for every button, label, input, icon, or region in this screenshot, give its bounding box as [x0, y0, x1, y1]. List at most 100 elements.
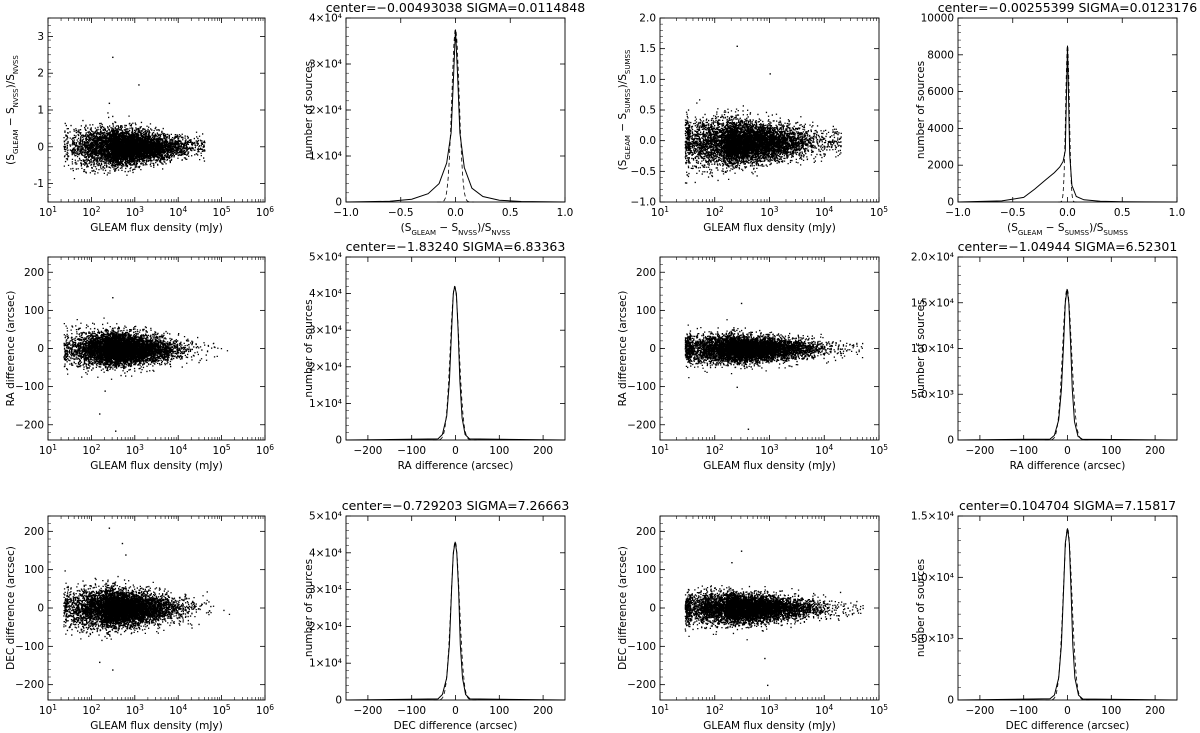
scatter-outlier	[112, 56, 114, 59]
y-tick-label: 3×10⁴	[309, 325, 342, 337]
histogram-curve	[957, 288, 1178, 441]
x-tick-label: 102	[706, 205, 724, 220]
x-axis-label: (SGLEAM − SSUMSS)/SSUMSS	[1007, 222, 1128, 237]
gaussian-fit-curve	[436, 28, 475, 203]
panel-p22: −200 −100 0 100 200 0 1×10⁴ 2×10⁴ 3×10⁴ 4×10⁴ 5×10…	[303, 239, 566, 472]
y-tick-label: 1.5×10⁴	[911, 297, 954, 309]
x-tick-label: −1.0	[945, 207, 971, 219]
chart-title: center=0.104704 SIGMA=7.15817	[959, 498, 1176, 513]
panel-p11: 101 102 103 104 105 106 -1 0 1 2 3 GLEAM flux densi…	[5, 17, 274, 234]
y-tick-label: 100	[636, 305, 656, 317]
y-tick-label: 8000	[927, 49, 954, 61]
y-tick-label: 5.0×10³	[911, 389, 954, 401]
y-axis-label: DEC difference (arcsec)	[617, 546, 629, 670]
x-tick-label: 102	[82, 443, 100, 458]
x-tick-label: 105	[213, 205, 231, 220]
y-tick-label: −200	[15, 419, 44, 431]
y-axis-label: DEC difference (arcsec)	[5, 546, 17, 670]
x-axis-label: GLEAM flux density (mJy)	[90, 720, 223, 732]
y-axis-label: (SGLEAM − SNVSS)/SNVSS	[5, 55, 20, 165]
scatter-points	[63, 56, 206, 180]
y-tick-label: 0	[37, 141, 44, 153]
scatter-outlier	[104, 390, 106, 392]
panel-p23: 101 102 103 104 105 −200 −100 0 100 200 GLEAM flux…	[617, 256, 888, 472]
y-axis-label: RA difference (arcsec)	[617, 291, 629, 407]
x-tick-label: 1.0	[557, 207, 574, 219]
plot-frame	[47, 17, 266, 203]
panel-p13: 101 102 103 104 105 −1.0 −0.5 0.0 0.5 1.0 1.5 2.0 GL…	[617, 13, 888, 235]
x-tick-label: 100	[489, 445, 509, 457]
scatter-cloud	[63, 317, 229, 380]
chart-title: center=−0.729203 SIGMA=7.26663	[342, 498, 570, 513]
x-tick-label: 102	[706, 703, 724, 718]
scatter-outlier	[115, 430, 117, 432]
x-tick-label: −200	[353, 705, 382, 717]
y-tick-label: 4000	[927, 123, 954, 135]
scatter-cloud	[63, 112, 206, 180]
ticks	[659, 256, 880, 441]
x-tick-label: 101	[651, 205, 669, 220]
ticks	[659, 515, 880, 701]
y-tick-label: 1.5	[639, 43, 656, 55]
chart-title: center=−1.04944 SIGMA=6.52301	[958, 239, 1178, 254]
x-axis-label: DEC difference (arcsec)	[394, 720, 518, 732]
x-tick-label: 0	[452, 445, 459, 457]
x-tick-label: 105	[870, 703, 888, 718]
y-tick-label: 1×10⁴	[309, 151, 342, 163]
x-tick-label: 104	[815, 703, 833, 718]
scatter-outlier	[99, 661, 101, 664]
panel-p33: 101 102 103 104 105 −200 −100 0 100 200 GLEAM flux…	[617, 515, 888, 732]
x-tick-label: 0	[1064, 705, 1071, 717]
y-axis-label: number of sources	[915, 299, 927, 397]
y-axis-label: RA difference (arcsec)	[5, 291, 17, 407]
x-tick-label: 101	[651, 703, 669, 718]
ticks	[346, 515, 565, 701]
scatter-points	[684, 302, 864, 430]
x-tick-label: 106	[256, 205, 274, 220]
y-tick-label: 0.5	[639, 105, 656, 117]
chart-title: center=−0.00255399 SIGMA=0.0123176	[938, 0, 1197, 15]
panel-p21: 101 102 103 104 105 106 −200 −100 0 100 200 GLEAM f…	[5, 256, 274, 472]
scatter-points	[63, 527, 231, 671]
x-tick-label: 104	[169, 443, 187, 458]
scatter-outlier	[121, 542, 124, 545]
x-tick-label: 104	[815, 443, 833, 458]
y-tick-label: 0	[947, 197, 954, 209]
x-tick-label: 105	[870, 443, 888, 458]
x-tick-label: 0.5	[1114, 207, 1131, 219]
x-tick-label: 103	[760, 205, 778, 220]
scatter-outlier	[736, 386, 738, 389]
y-tick-label: 100	[24, 564, 44, 576]
chart-title: center=−0.00493038 SIGMA=0.0114848	[326, 0, 585, 15]
x-tick-label: 103	[760, 443, 778, 458]
x-tick-label: 104	[169, 703, 187, 718]
y-tick-label: 0.0	[639, 135, 656, 147]
scatter-points	[684, 45, 842, 184]
y-tick-label: −200	[627, 419, 656, 431]
y-tick-label: −100	[627, 381, 656, 393]
panel-p12: −1.0 −0.5 0.0 0.5 1.0 0 1×10⁴ 2×10⁴ 3×10⁴ 4×10⁴ (S…	[303, 0, 585, 237]
y-tick-label: 5×10⁴	[309, 252, 342, 264]
x-axis-label: RA difference (arcsec)	[398, 460, 514, 472]
y-tick-label: −0.5	[631, 166, 657, 178]
y-tick-label: 3	[37, 31, 44, 43]
x-tick-label: 200	[533, 705, 553, 717]
x-tick-label: 0.0	[1059, 207, 1076, 219]
x-tick-label: −1.0	[333, 207, 359, 219]
histogram-curve	[345, 29, 566, 203]
y-tick-label: 1	[37, 105, 44, 117]
x-tick-label: 200	[533, 445, 553, 457]
scatter-cloud	[684, 585, 864, 641]
panel-p24: −200 −100 0 100 200 0 5.0×10³ 1.0×10⁴ 1.5×10⁴ 2.0…	[911, 239, 1178, 472]
gaussian-fit-curve	[1044, 288, 1090, 441]
ticks	[958, 515, 1177, 701]
plot-frame	[345, 256, 566, 441]
scatter-outlier	[108, 527, 111, 529]
y-tick-label: 2	[37, 68, 44, 80]
scatter-points	[684, 550, 864, 687]
y-axis-label: number of sources	[303, 61, 315, 159]
x-tick-label: 101	[651, 443, 669, 458]
x-tick-label: 200	[1145, 705, 1165, 717]
y-axis-label: number of sources	[303, 559, 315, 657]
x-tick-label: 103	[126, 205, 144, 220]
